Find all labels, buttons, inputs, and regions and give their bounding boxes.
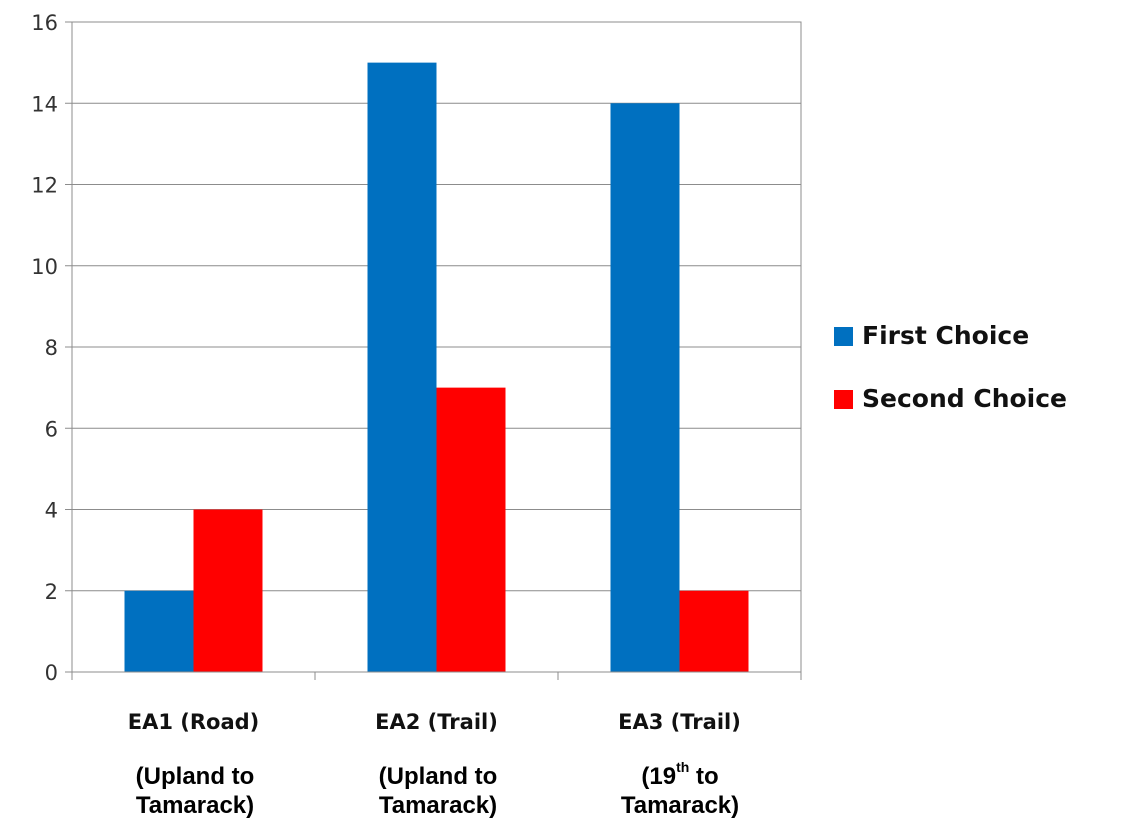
x-category-label: EA2 (Trail) <box>375 710 498 734</box>
y-tick-label: 12 <box>31 174 58 198</box>
y-axis-ticks: 0 2 4 6 8 10 12 14 16 <box>31 11 72 685</box>
x-category-label: EA3 (Trail) <box>618 710 741 734</box>
y-tick-label: 14 <box>31 92 58 116</box>
x-axis-categories: EA1 (Road) EA2 (Trail) EA3 (Trail) <box>128 710 741 734</box>
legend: First Choice Second Choice <box>834 321 1067 413</box>
legend-swatch <box>834 390 853 409</box>
y-tick-label: 4 <box>45 499 58 523</box>
sublabel-line2: Tamarack) <box>620 792 740 819</box>
x-category-label: EA1 (Road) <box>128 710 260 734</box>
legend-label: Second Choice <box>862 384 1067 413</box>
y-tick-label: 2 <box>45 580 58 604</box>
sublabel-line1-main: (19 <box>641 763 677 790</box>
sublabel-line1: (Upland to <box>378 763 498 790</box>
y-tick-label: 6 <box>45 417 58 441</box>
sublabel-line1: (Upland to <box>135 763 255 790</box>
legend-label: First Choice <box>862 321 1029 350</box>
bar <box>436 387 506 672</box>
y-tick-label: 8 <box>45 336 58 360</box>
legend-swatch <box>834 327 853 346</box>
sublabel-line2: Tamarack) <box>135 792 255 819</box>
bar <box>610 103 680 672</box>
category-sublabel-2: (Upland to Tamarack) <box>328 762 548 820</box>
category-sublabel-1: (Upland to Tamarack) <box>85 762 305 820</box>
bar <box>193 509 263 672</box>
bar <box>367 62 437 672</box>
sublabel-line1-after: to <box>689 763 719 790</box>
y-tick-label: 0 <box>45 661 58 685</box>
category-sublabel-3: (19th to Tamarack) <box>570 759 790 820</box>
sublabel-line1-superscript: th <box>676 759 690 775</box>
bar <box>124 590 194 672</box>
y-tick-label: 10 <box>31 255 58 279</box>
bars <box>124 62 749 672</box>
y-tick-label: 16 <box>31 11 58 35</box>
sublabel-line2: Tamarack) <box>378 792 498 819</box>
bar <box>679 590 749 672</box>
sublabel-line1: (19th to <box>570 759 790 791</box>
